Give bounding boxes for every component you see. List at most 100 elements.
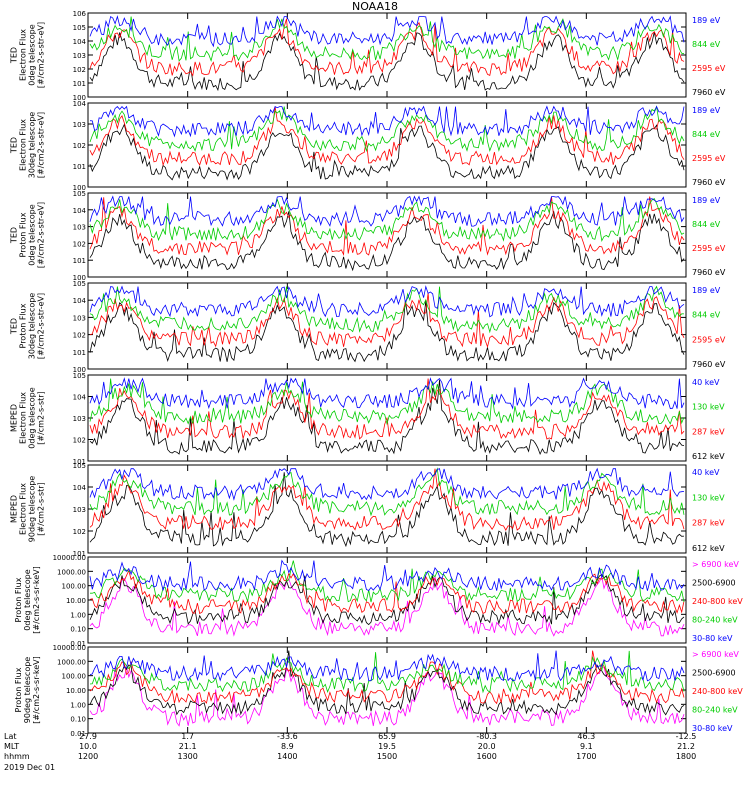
panel-5-legend-entry: 612 keV	[692, 452, 725, 461]
panel-4-ytick-label: 104	[73, 297, 87, 305]
panel-3-legend-entry: 7960 eV	[692, 268, 726, 277]
footer-tick-value: -80.3	[476, 732, 497, 741]
panel-1-frame	[87, 12, 687, 98]
panel-6-ylabel-line: [#/cm2-s-str]	[37, 482, 46, 535]
panel-5-series-2	[89, 378, 685, 440]
panel-2-legend-entry: 844 eV	[692, 130, 721, 139]
panel-2-ytick-label: 100	[73, 184, 86, 192]
panel-5-legend-entry: 287 keV	[692, 427, 725, 436]
panel-7-ytick-label: 100.00	[62, 583, 87, 591]
panel-4-ytick-label: 101	[73, 349, 86, 357]
panel-5-legend-entry: 40 keV	[692, 378, 720, 387]
panel-2-ytick-label: 103	[73, 121, 86, 129]
panel-6-legend-entry: 612 keV	[692, 544, 725, 553]
panel-2-legend-entry: 189 eV	[692, 106, 721, 115]
panel-3-ytick-label: 103	[73, 224, 86, 232]
panel-3-ylabel-line: TED	[10, 227, 19, 244]
panel-1-ytick-label: 101	[73, 80, 86, 88]
panel-1-legend-entry: 189 eV	[692, 16, 721, 25]
panel-4-ylabel-line: Proton Flux	[19, 303, 28, 348]
figure-title: NOAA18	[351, 0, 399, 13]
panel-4-legend-entry: 189 eV	[692, 286, 721, 295]
panel-5-ylabel-line: [#/cm2-s-str]	[37, 391, 46, 444]
panel-4-ytick-label: 100	[73, 366, 86, 374]
panel-6-ylabel-line: 90deg telescope	[28, 476, 37, 543]
panel-6-ylabel-line: Electron Flux	[19, 483, 28, 535]
panel-1-series-3	[89, 16, 685, 62]
footer-tick-value: 1700	[576, 752, 596, 761]
panel-5-ytick-label: 104	[73, 394, 87, 402]
panel-8-series-4	[89, 650, 685, 694]
panel-2-ytick-label: 104	[73, 100, 87, 108]
panel-8-ytick-label: 0.01	[70, 730, 86, 738]
panel-5-ytick-label: 102	[73, 437, 86, 445]
panel-7-ytick-label: 10000.00	[53, 554, 86, 562]
footer-row-label: Lat	[4, 732, 17, 741]
panel-1-legend-entry: 7960 eV	[692, 88, 726, 97]
footer-tick-value: 1300	[177, 752, 197, 761]
panel-1-series-2	[89, 18, 685, 77]
panel-4-ylabel-line: TED	[10, 318, 19, 335]
footer-row-label: MLT	[4, 742, 19, 751]
footer-tick-value: 27.9	[79, 732, 97, 741]
panel-3-legend-entry: 189 eV	[692, 196, 721, 205]
panel-6-series-3	[89, 467, 685, 517]
panel-4-ytick-label: 103	[73, 314, 86, 322]
panel-1-ylabel-line: 0deg telescope	[28, 24, 37, 85]
panel-6-ytick-label: 102	[73, 528, 86, 536]
panel-5-ylabel-line: MEPED	[10, 404, 19, 432]
panel-3-series-3	[89, 197, 685, 242]
panel-7-legend-entry: > 6900 keV	[692, 560, 739, 569]
panel-7-legend-entry: 30-80 keV	[692, 634, 733, 643]
footer-tick-value: -33.6	[277, 732, 298, 741]
panel-7-ylabel-line: Proton Flux	[14, 577, 23, 622]
footer-tick-value: 65.9	[378, 732, 396, 741]
panel-8-ylabel-line: Proton Flux	[14, 667, 23, 712]
panel-8-legend-entry: 240-800 keV	[692, 687, 743, 696]
panel-1-legend-entry: 844 eV	[692, 40, 721, 49]
panel-3-series-1	[89, 210, 685, 272]
panel-2-ytick-label: 102	[73, 142, 86, 150]
panel-8-legend-entry: > 6900 keV	[692, 650, 739, 659]
panel-1-ytick-label: 102	[73, 66, 86, 74]
panel-7-legend-entry: 2500-6900	[692, 579, 736, 588]
panel-7-ytick-label: 1000.00	[57, 568, 86, 576]
panel-6-ytick-label: 101	[73, 550, 86, 558]
panel-8-series-3	[89, 650, 685, 705]
panel-7-ylabel-line: 0deg telescope	[23, 569, 32, 630]
footer-tick-value: 21.2	[677, 742, 695, 751]
panel-3-ytick-label: 104	[73, 207, 87, 215]
footer-tick-value: 46.3	[577, 732, 595, 741]
panel-3-ytick-label: 100	[73, 274, 86, 282]
footer-tick-value: -12.5	[676, 732, 697, 741]
panel-7-series-2	[89, 574, 685, 626]
panel-3-legend-entry: 844 eV	[692, 220, 721, 229]
panel-4-ylabel-line: 30deg telescope	[28, 293, 37, 360]
panel-8-ytick-label: 1000.00	[57, 658, 86, 666]
panel-6-series-2	[89, 468, 685, 531]
footer-tick-value: 1800	[676, 752, 696, 761]
panel-5-ylabel-line: Electron Flux	[19, 392, 28, 444]
panel-1-ytick-label: 103	[73, 52, 86, 60]
panel-3-ytick-label: 101	[73, 257, 86, 265]
panel-5-series-4	[89, 377, 685, 410]
panel-3-ytick-label: 105	[73, 190, 86, 198]
panel-5-ytick-label: 103	[73, 415, 86, 423]
panel-2-legend-entry: 2595 eV	[692, 154, 726, 163]
panel-6-legend-entry: 40 keV	[692, 468, 720, 477]
panel-2-legend-entry: 7960 eV	[692, 178, 726, 187]
panel-6-legend-entry: 287 keV	[692, 519, 725, 528]
panel-8-legend-entry: 2500-6900	[692, 669, 736, 678]
panel-8-ytick-label: 100.00	[62, 673, 87, 681]
footer-tick-value: 8.9	[281, 742, 294, 751]
panel-5-series-3	[89, 378, 685, 426]
panel-1-ytick-label: 106	[73, 10, 87, 18]
footer-tick-value: 1.7	[181, 732, 194, 741]
footer-tick-value: 1600	[476, 752, 496, 761]
panel-6-series-1	[89, 472, 685, 548]
footer-tick-value: 9.1	[580, 742, 593, 751]
panel-3-legend-entry: 2595 eV	[692, 244, 726, 253]
panel-1-ylabel-line: TED	[10, 47, 19, 64]
panel-5-series-1	[89, 379, 685, 456]
panel-1-ylabel-line: [#/cm2-s-str-eV]	[37, 22, 46, 88]
